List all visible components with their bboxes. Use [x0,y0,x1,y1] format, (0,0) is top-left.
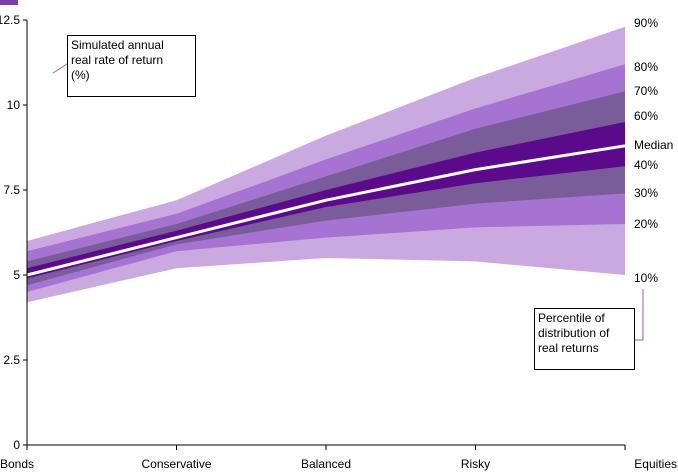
percentile-bands [27,26,625,303]
percentile-label: 10% [634,271,658,285]
y-tick-label: 0 [13,438,20,452]
y-tick-label: 5 [13,268,20,282]
y-axis-annotation-line-1: Simulated annual [71,38,164,52]
percentile-label: 80% [634,60,658,74]
median-line-group [26,144,626,277]
x-tick-label: Bonds [0,457,34,471]
left-annotation-connector [52,63,68,74]
percentile-annotation-line-3: real returns [538,341,599,355]
percentile-annotation-line-2: distribution of [538,326,610,340]
percentile-label: 60% [634,109,658,123]
percentile-labels: 90% 80% 70% 60% Median 40% 30% 20% 10% [634,16,673,285]
percentile-label: Median [634,138,673,152]
x-tick-label: Risky [461,457,490,471]
median-line [26,144,626,277]
y-axis-annotation-line-3: (%) [71,68,90,82]
legend-swatch [0,0,18,5]
y-axis-annotation-line-2: real rate of return [71,53,164,67]
y-tick-label: 10 [7,98,21,112]
percentile-annotation: Percentile of distribution of real retur… [534,308,635,370]
x-tick-label: Conservative [141,457,211,471]
y-axis-annotation: Simulated annual real rate of return (%) [67,35,196,97]
y-tick-label: 2.5 [3,353,20,367]
percentile-annotation-line-1: Percentile of [538,311,605,325]
x-tick-label: Balanced [301,457,351,471]
percentile-label: 90% [634,16,658,30]
y-tick-label: 12.5 [0,13,20,27]
right-annotation-connector [635,289,644,341]
percentile-label: 20% [634,217,658,231]
x-tick-labels: Bonds Conservative Balanced Risky Equities [0,457,677,471]
percentile-label: 70% [634,84,658,98]
x-tick-label: Equities [634,457,677,471]
y-tick-labels: 0 2.5 5 7.5 10 12.5 [0,13,20,452]
y-tick-label: 7.5 [3,183,20,197]
percentile-label: 30% [634,186,658,200]
annotation-connectors [52,63,644,341]
percentile-label: 40% [634,158,658,172]
axes [23,19,626,450]
